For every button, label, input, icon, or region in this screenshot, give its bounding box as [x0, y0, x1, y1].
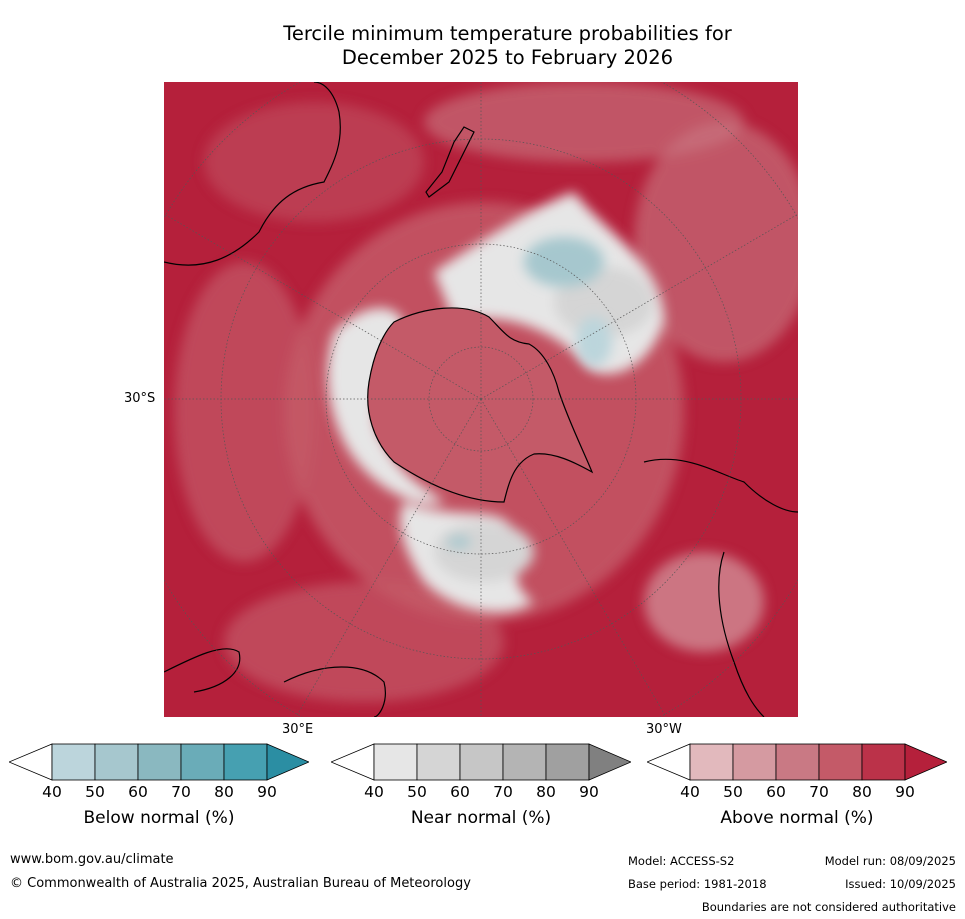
africa-coastline: [164, 648, 386, 717]
tick: 70: [171, 783, 191, 801]
tick: 40: [42, 783, 62, 801]
tick: 50: [407, 783, 427, 801]
colorbar-above-normal-bar: [647, 743, 947, 781]
australia-coastline: [164, 82, 341, 266]
map-title: Tercile minimum temperature probabilitie…: [0, 22, 965, 70]
map-canvas: [164, 82, 798, 717]
below-normal-region: [447, 237, 612, 548]
title-line-2: December 2025 to February 2026: [341, 46, 674, 69]
colorbar-near-normal-bar: [331, 743, 631, 781]
probability-map: [164, 82, 798, 717]
website-link[interactable]: www.bom.gov.au/climate: [10, 852, 174, 867]
label-30s: 30°S: [124, 391, 156, 406]
tick: 70: [493, 783, 513, 801]
tick: 80: [536, 783, 556, 801]
model-text: Model: ACCESS-S2: [628, 854, 735, 868]
tick: 80: [214, 783, 234, 801]
model-run-text: Model run: 08/09/2025: [824, 854, 956, 868]
tick: 50: [723, 783, 743, 801]
tick: 40: [364, 783, 384, 801]
title-line-1: Tercile minimum temperature probabilitie…: [283, 22, 732, 45]
south-america-coastline: [643, 458, 798, 717]
colorbar-below-normal-bar: [9, 743, 309, 781]
boundaries-disclaimer: Boundaries are not considered authoritat…: [701, 900, 956, 914]
base-period-text: Base period: 1981-2018: [628, 877, 767, 891]
copyright-text: © Commonwealth of Australia 2025, Austra…: [10, 876, 471, 891]
colorbar-label: Above normal (%): [720, 808, 874, 828]
colorbar-label: Near normal (%): [410, 808, 552, 828]
antarctica-coastline: [367, 307, 594, 503]
tick: 90: [579, 783, 599, 801]
graticule: [164, 82, 798, 717]
tick: 60: [450, 783, 470, 801]
tick: 50: [85, 783, 105, 801]
colorbar-label: Below normal (%): [83, 808, 235, 828]
label-30e: 30°E: [282, 722, 314, 737]
tick: 40: [680, 783, 700, 801]
tick: 90: [257, 783, 277, 801]
issued-text: Issued: 10/09/2025: [845, 877, 956, 891]
tick: 60: [766, 783, 786, 801]
tick: 70: [809, 783, 829, 801]
tick: 60: [128, 783, 148, 801]
tick: 80: [852, 783, 872, 801]
label-30w: 30°W: [646, 722, 682, 737]
new-zealand-coastline: [425, 126, 475, 198]
tick: 90: [895, 783, 915, 801]
